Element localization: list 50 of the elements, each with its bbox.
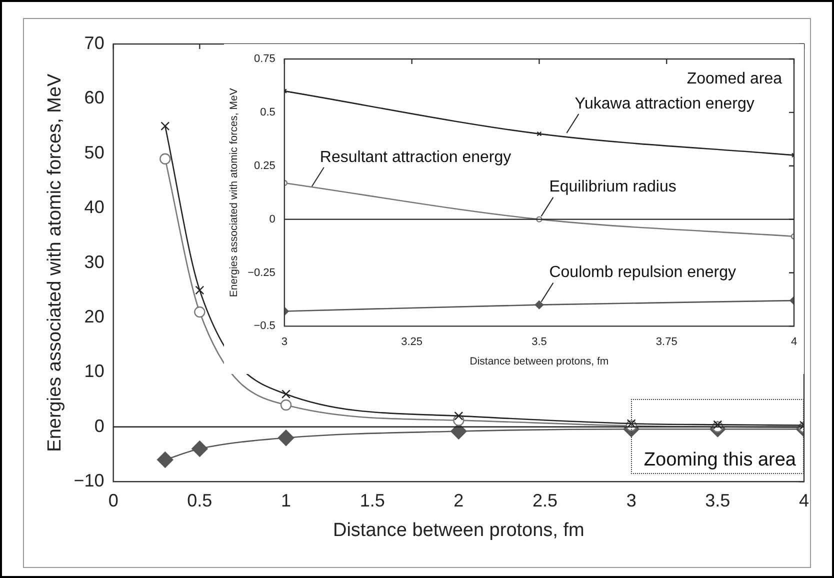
y-tick-label: 30 [84, 252, 104, 272]
y-tick-label: 0 [94, 416, 104, 436]
annotation: Zoomed area [686, 70, 782, 88]
x-tick-label: 3.5 [532, 336, 547, 348]
y-tick-label: 50 [84, 142, 104, 162]
y-axis-title: Energies associated with atomic forces, MeV [228, 88, 240, 298]
x-tick-label: 0.5 [187, 490, 212, 510]
x-tick-label: 3.75 [656, 336, 678, 348]
x-tick-label: 1 [280, 490, 292, 510]
x-axis-title: Distance between protons, fm [332, 520, 584, 541]
annotation: Coulomb repulsion energy [549, 264, 736, 282]
x-tick-label: 3.25 [401, 336, 423, 348]
y-tick-label: −0.5 [254, 320, 276, 332]
y-tick-label: 40 [84, 197, 104, 218]
point [157, 452, 174, 468]
y-tick-label: 0 [269, 213, 276, 226]
point [194, 306, 206, 318]
x-tick-label: 1.5 [360, 490, 385, 510]
y-tick-label: −0.25 [248, 266, 276, 279]
point [160, 122, 170, 131]
point [626, 419, 636, 428]
annotation: Resultant attraction energy [320, 148, 512, 166]
y-tick-label: 0.75 [254, 53, 276, 66]
annotation: Yukawa attraction energy [574, 95, 754, 112]
y-tick-label: 0.25 [254, 160, 276, 172]
point [280, 399, 292, 411]
x-tick-label: 4 [790, 336, 798, 348]
point [195, 286, 204, 295]
annotation: Equilibrium radius [549, 178, 676, 196]
point [278, 430, 294, 446]
y-tick-label: 0.5 [260, 106, 276, 118]
point [454, 411, 464, 420]
y-tick-label: 20 [84, 306, 104, 326]
x-tick-label: 3.5 [705, 490, 730, 510]
annotation: Zooming this area [644, 449, 796, 470]
y-tick-label: 10 [84, 361, 104, 382]
x-tick-label: 2 [454, 490, 464, 510]
x-tick-label: 4 [798, 490, 810, 510]
x-axis-title: Distance between protons, fm [470, 356, 609, 368]
x-tick-label: 0 [108, 490, 118, 510]
x-tick-label: 2.5 [532, 490, 558, 510]
y-tick-label: 60 [84, 88, 104, 108]
y-tick-label: 70 [84, 32, 104, 53]
y-axis-title: Energies associated with atomic forces, MeV [44, 73, 66, 452]
x-tick-label: 3 [626, 490, 636, 510]
y-tick-label: −10 [74, 470, 104, 491]
point [282, 390, 290, 399]
point [160, 153, 171, 164]
point [192, 440, 208, 457]
x-tick-label: 3 [281, 336, 288, 348]
